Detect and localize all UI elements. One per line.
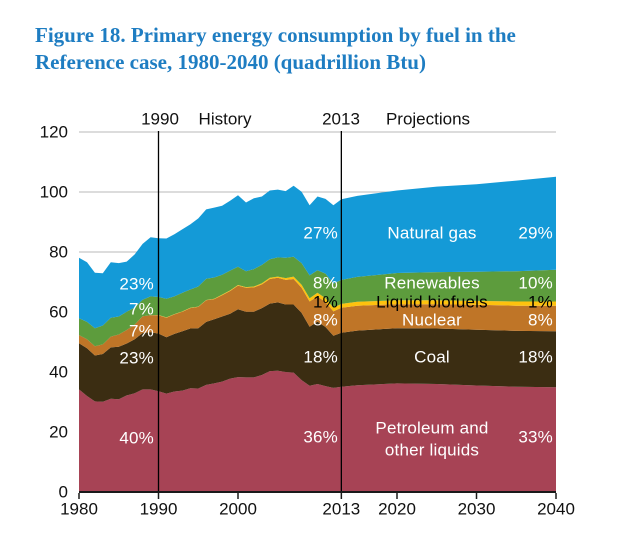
y-tick-label-80: 80 [49,242,68,262]
x-tick-label-1990: 1990 [139,499,178,519]
figure-title-line1: Figure 18. Primary energy consumption by… [35,23,516,47]
pct-petroleum-2013: 36% [303,427,338,447]
pct-renewables-1990: 7% [129,299,154,319]
x-tick-label-2030: 2030 [457,499,496,519]
area-nuclear [79,277,556,356]
y-tick-label-0: 0 [58,482,68,502]
area-renewables [79,256,556,347]
x-tick-label-1980: 1980 [60,499,98,519]
pct-coal-2040: 18% [518,347,553,367]
pct-liquid-biofuels-2013: 1% [313,292,338,312]
pct-coal-2013: 18% [303,347,338,367]
pct-petroleum-2040: 33% [518,427,553,447]
pct-nuclear-2040: 8% [528,310,553,330]
series-label-natural-gas: Natural gas [387,223,477,243]
header-label-1990: 1990 [141,109,179,129]
pct-nuclear-1990: 7% [129,321,154,341]
y-tick-label-40: 40 [49,362,68,382]
header-label-2013: 2013 [322,109,360,129]
pct-natural-gas-2013: 27% [303,223,338,243]
y-tick-label-120: 120 [39,122,68,142]
pct-renewables-2040: 10% [518,273,553,293]
x-tick-label-2013: 2013 [322,499,361,519]
pct-coal-1990: 23% [119,348,154,368]
figure-title: Figure 18. Primary energy consumption by… [35,22,595,76]
series-label-petroleum-line1: Petroleum and [375,418,489,438]
series-label-liquid-biofuels: Liquid biofuels [376,292,488,312]
y-tick-label-20: 20 [49,422,68,442]
x-tick-label-2040: 2040 [537,499,575,519]
pct-petroleum-1990: 40% [119,428,154,448]
pct-nuclear-2013: 8% [313,310,338,330]
y-tick-label-100: 100 [39,182,68,202]
pct-natural-gas-2040: 29% [518,223,553,243]
series-label-renewables: Renewables [384,273,480,293]
pct-natural-gas-1990: 23% [119,274,154,294]
pct-liquid-biofuels-2040: 1% [528,292,553,312]
series-label-petroleum-line2: other liquids [384,440,480,460]
y-tick-label-60: 60 [49,302,68,322]
series-label-coal: Coal [414,347,450,367]
pct-renewables-2013: 8% [313,273,338,293]
header-label-history: History [198,109,252,129]
area-petroleum-and-other-liquids [79,370,556,492]
area-natural-gas [79,176,556,329]
series-label-nuclear: Nuclear [402,310,462,330]
area-coal [79,302,556,402]
header-label-projections: Projections [385,109,471,129]
x-tick-label-2020: 2020 [378,499,416,519]
x-tick-label-2000: 2000 [219,499,257,519]
figure-title-line2: Reference case, 1980-2040 (quadrillion B… [35,50,426,74]
